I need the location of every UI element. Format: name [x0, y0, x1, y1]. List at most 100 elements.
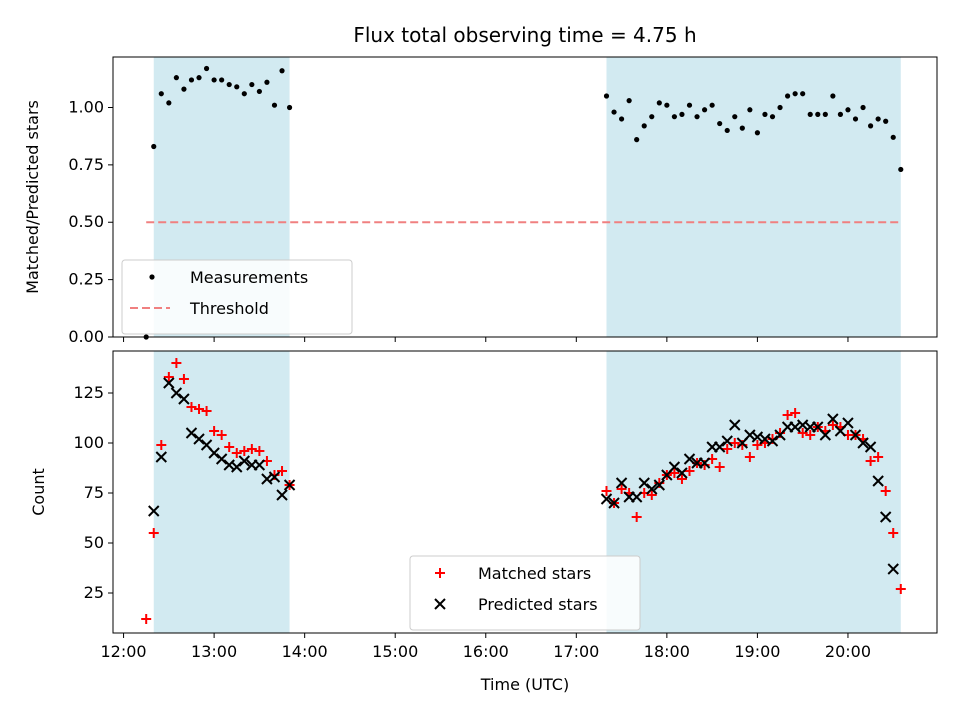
legend-marker-predicted — [434, 598, 446, 610]
x-tick-label: 20:00 — [825, 642, 871, 661]
measurement-point — [158, 91, 164, 97]
plot-frame — [112, 56, 938, 338]
predicted-star-point — [615, 477, 628, 489]
predicted-star-point — [268, 471, 281, 483]
observing-band-1 — [153, 351, 290, 633]
measurement-point — [256, 88, 262, 95]
matched-star-point — [805, 430, 816, 440]
legend-box — [409, 555, 641, 631]
y-tick-label: 1.00 — [68, 97, 104, 116]
measurement-point — [852, 116, 859, 122]
predicted-star-point — [653, 479, 666, 491]
measurement-point — [634, 137, 640, 143]
observing-band-2 — [606, 351, 901, 633]
measurement-point — [694, 114, 700, 120]
measurement-point — [807, 111, 813, 117]
measurement-point — [166, 100, 172, 106]
matched-star-point — [790, 408, 801, 418]
matched-star-point — [669, 468, 680, 478]
measurement-point — [867, 123, 874, 129]
matched-star-point — [171, 358, 182, 368]
matched-star-point — [714, 462, 725, 472]
measurement-point — [671, 114, 678, 120]
measurement-point — [800, 91, 806, 97]
legend-label: Matched stars — [478, 564, 591, 583]
predicted-star-point — [857, 437, 869, 449]
predicted-star-point — [253, 459, 266, 471]
matched-star-point — [616, 484, 627, 494]
measurement-point — [173, 75, 179, 81]
x-tick-label: 16:00 — [463, 642, 509, 661]
matched-star-point — [895, 584, 906, 594]
measurement-point — [883, 118, 889, 124]
matched-star-point — [722, 444, 733, 454]
predicted-star-point — [887, 563, 899, 575]
y-tick-label: 75 — [84, 483, 104, 502]
measurement-point — [898, 166, 904, 173]
predicted-star-point — [630, 491, 643, 503]
measurement-point — [618, 116, 625, 122]
predicted-star-point — [163, 377, 175, 389]
predicted-star-point — [729, 419, 741, 431]
measurement-point — [611, 109, 617, 115]
predicted-star-point — [208, 447, 220, 459]
matched-star-point — [186, 402, 197, 412]
predicted-star-point — [238, 455, 251, 467]
x-tick-label: 17:00 — [553, 642, 599, 661]
predicted-star-point — [608, 497, 620, 509]
matched-star-point — [277, 466, 288, 476]
matched-star-point — [827, 420, 838, 430]
predicted-star-point — [638, 477, 650, 489]
matched-star-point — [178, 374, 189, 384]
measurement-point — [777, 104, 783, 111]
predicted-star-point — [879, 511, 892, 523]
matched-star-point — [865, 456, 876, 466]
measurement-point — [754, 130, 761, 136]
predicted-star-point — [155, 451, 168, 463]
y-axis-label: Matched/Predicted stars — [23, 100, 42, 294]
matched-star-point — [880, 486, 891, 496]
predicted-star-point — [170, 387, 183, 399]
matched-star-point — [156, 440, 167, 450]
measurement-point — [196, 75, 202, 81]
y-tick-label: 0.25 — [68, 270, 104, 289]
matched-star-point — [676, 474, 687, 484]
y-tick-label: 0.00 — [68, 327, 104, 346]
legend-box — [121, 259, 353, 335]
legend-marker-measurements — [149, 274, 155, 280]
predicted-star-point — [231, 461, 243, 473]
y-tick-label: 50 — [84, 533, 104, 552]
matched-star-point — [246, 444, 257, 454]
predicted-star-point — [827, 413, 839, 425]
measurement-point — [279, 68, 285, 74]
predicted-star-point — [646, 483, 658, 495]
measurement-point — [837, 111, 844, 117]
measurement-point — [181, 86, 187, 92]
predicted-star-point — [864, 441, 877, 453]
x-tick-label: 13:00 — [191, 642, 237, 661]
measurement-point — [151, 143, 157, 150]
predicted-star-point — [766, 435, 779, 447]
matched-star-point — [752, 440, 763, 450]
measurement-point — [656, 100, 662, 106]
matched-star-point — [729, 438, 740, 448]
measurement-point — [784, 93, 791, 99]
x-axis-label: Time (UTC) — [480, 675, 569, 694]
legend: Measurements Threshold — [121, 259, 353, 335]
measurement-point — [845, 107, 851, 113]
y-tick-label: 0.50 — [68, 212, 104, 231]
measurement-point — [717, 120, 723, 127]
predicted-star-point — [193, 433, 205, 445]
measurement-point — [701, 107, 708, 113]
y-tick-label: 100 — [73, 433, 104, 452]
predicted-star-point — [600, 493, 613, 505]
measurement-point — [762, 111, 768, 117]
matched-star-point — [888, 528, 899, 538]
predicted-star-point — [676, 467, 688, 479]
observing-band-2 — [606, 57, 901, 337]
measurement-point — [686, 102, 693, 108]
matched-star-point — [646, 490, 657, 500]
predicted-star-point — [185, 427, 198, 439]
measurement-point — [203, 65, 210, 72]
matched-star-point — [209, 426, 220, 436]
